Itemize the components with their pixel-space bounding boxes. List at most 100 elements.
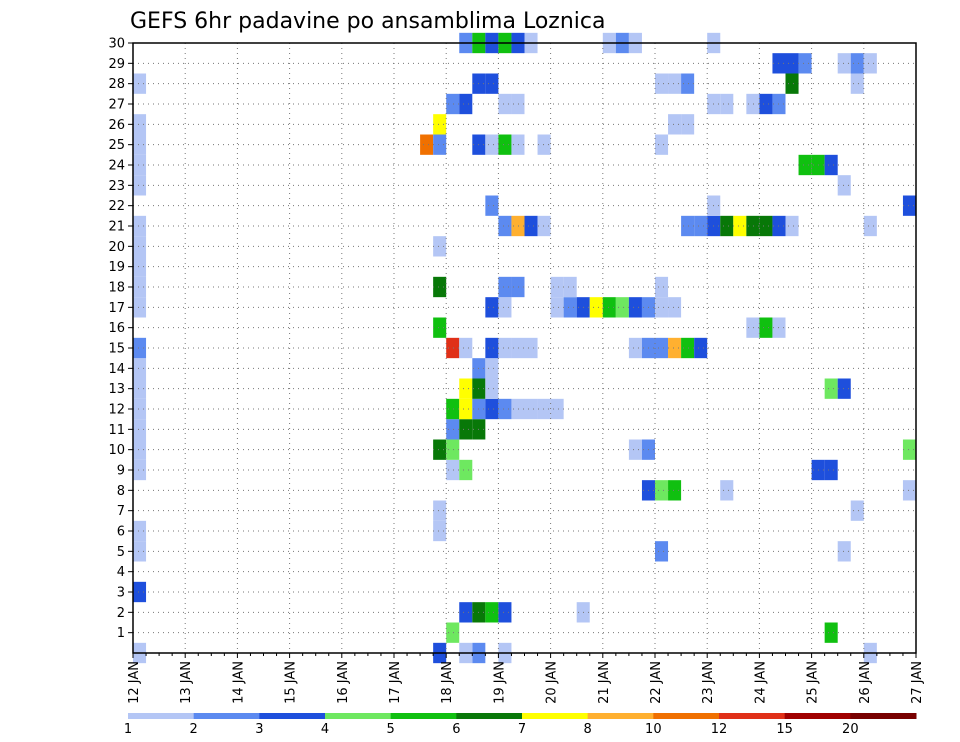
heat-cell <box>433 134 447 155</box>
x-tick-label: 14 JAN <box>231 661 246 704</box>
heat-cell <box>485 337 499 359</box>
heat-cell <box>863 215 877 237</box>
heat-cell <box>446 459 460 481</box>
x-tick-label: 19 JAN <box>492 661 507 704</box>
y-tick-label: 3 <box>117 586 125 601</box>
heat-cell <box>902 195 916 216</box>
heat-cell <box>485 195 499 216</box>
heat-cell <box>602 297 616 318</box>
y-tick-label: 5 <box>117 545 125 560</box>
heat-cell <box>837 378 851 399</box>
heat-cell <box>746 317 760 338</box>
heat-cell <box>759 215 773 237</box>
y-tick-label: 27 <box>108 98 125 113</box>
heat-cell <box>537 215 551 237</box>
y-tick-label: 4 <box>117 565 125 580</box>
heat-cell <box>498 297 512 318</box>
heat-cell <box>681 215 695 237</box>
heat-cell <box>850 73 864 94</box>
heat-cell <box>798 53 812 74</box>
heat-cell <box>498 134 512 155</box>
heat-cell <box>537 398 551 420</box>
heat-cell <box>498 93 512 115</box>
heat-cell <box>133 297 147 318</box>
heat-cell <box>589 297 603 318</box>
heat-cell <box>628 297 642 318</box>
grid-layer <box>133 42 916 653</box>
heat-cell <box>759 317 773 338</box>
heat-cell <box>511 398 525 420</box>
heat-cell <box>902 480 916 501</box>
heat-cell <box>133 358 147 379</box>
x-tick-label: 20 JAN <box>545 661 560 704</box>
y-tick-label: 2 <box>117 606 125 621</box>
heat-cell <box>133 398 147 420</box>
y-tick-label: 11 <box>108 423 125 438</box>
heat-cell <box>498 602 512 623</box>
legend-label: 1 <box>124 722 132 737</box>
y-tick-label: 7 <box>117 504 125 519</box>
heat-cell <box>133 236 147 257</box>
x-axis: 12 JAN 13 JAN 14 JAN 15 JAN 16 JAN 17 JAN 18 J… <box>127 653 925 704</box>
heat-cell <box>746 215 760 237</box>
x-tick-label: 23 JAN <box>701 661 716 704</box>
heat-cell <box>720 93 734 115</box>
y-tick-label: 30 <box>108 37 125 52</box>
heat-cell <box>446 419 460 440</box>
y-tick-label: 17 <box>108 301 125 316</box>
heat-cell <box>798 154 812 176</box>
chart-title: GEFS 6hr padavine po ansamblima Loznica <box>130 9 605 34</box>
x-tick-label: 26 JAN <box>858 661 873 704</box>
heat-cell <box>524 215 538 237</box>
heat-cell <box>537 134 551 155</box>
heat-cell <box>655 480 669 501</box>
heat-cell <box>459 459 473 481</box>
heat-cell <box>655 276 669 298</box>
heat-cell <box>133 459 147 481</box>
y-tick-label: 10 <box>108 443 125 458</box>
y-tick-label: 9 <box>117 464 125 479</box>
heat-cell <box>655 541 669 562</box>
x-tick-label: 21 JAN <box>597 661 612 704</box>
y-tick-label: 1 <box>117 626 125 641</box>
heat-cell <box>446 93 460 115</box>
heat-cell <box>133 73 147 94</box>
heat-cell <box>133 581 147 603</box>
heat-cell <box>459 93 473 115</box>
heat-cell <box>785 215 799 237</box>
heat-cell <box>785 53 799 74</box>
y-tick-label: 15 <box>108 342 125 357</box>
heat-cell <box>824 378 838 399</box>
cells-layer <box>133 32 916 664</box>
heat-cell <box>420 134 434 155</box>
x-tick-label: 15 JAN <box>284 661 299 704</box>
y-tick-label: 19 <box>108 260 125 275</box>
heat-cell <box>133 419 147 440</box>
y-tick-label: 12 <box>108 403 125 418</box>
heat-cell <box>133 337 147 359</box>
heat-cell <box>550 398 564 420</box>
heat-cell <box>485 134 499 155</box>
heat-cell <box>485 602 499 623</box>
x-tick-label: 24 JAN <box>753 661 768 704</box>
heat-cell <box>668 297 682 318</box>
heat-cell <box>668 337 682 359</box>
legend-swatch <box>390 713 457 719</box>
legend: 1 2 3 4 5 6 7 8 10 12 15 20 <box>124 713 917 737</box>
heat-cell <box>524 337 538 359</box>
x-tick-label: 25 JAN <box>806 661 821 704</box>
heat-cell <box>133 215 147 237</box>
heat-cell <box>433 439 447 460</box>
heat-cell <box>824 154 838 176</box>
x-tick-label: 12 JAN <box>127 661 142 704</box>
heat-cell <box>720 480 734 501</box>
heat-cell <box>720 215 734 237</box>
heat-cell <box>446 622 460 643</box>
x-tick-label: 18 JAN <box>440 661 455 704</box>
legend-label: 10 <box>645 722 662 737</box>
heat-cell <box>446 439 460 460</box>
heat-cell <box>446 398 460 420</box>
legend-swatch <box>456 713 523 719</box>
heat-cell <box>550 276 564 298</box>
y-tick-label: 23 <box>108 179 125 194</box>
